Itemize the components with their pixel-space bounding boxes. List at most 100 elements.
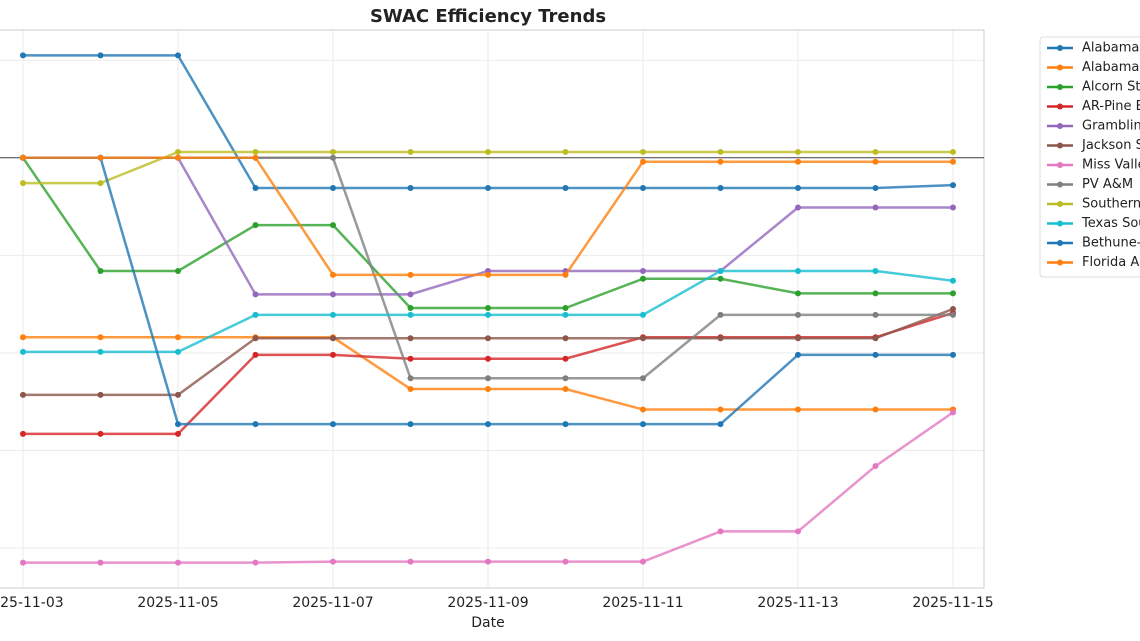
- data-point: [795, 204, 801, 211]
- data-point: [562, 355, 569, 362]
- data-point: [872, 311, 879, 318]
- legend-label: AR-Pine B: [1082, 99, 1140, 114]
- data-point: [872, 204, 879, 211]
- data-point: [872, 185, 879, 192]
- data-point: [640, 267, 646, 274]
- data-point: [950, 182, 956, 189]
- data-point: [175, 334, 181, 341]
- data-point: [640, 421, 646, 428]
- legend-label: Texas Sou: [1081, 216, 1140, 231]
- data-point: [872, 335, 879, 342]
- x-tick-label: 2025-11-11: [602, 595, 683, 611]
- data-point: [175, 391, 181, 398]
- data-point: [562, 271, 569, 278]
- data-point: [562, 375, 569, 382]
- data-point: [252, 559, 259, 566]
- data-point: [407, 185, 414, 192]
- legend-box: [1039, 36, 1140, 278]
- data-point: [407, 375, 414, 382]
- data-point: [20, 334, 26, 341]
- data-point: [485, 355, 491, 362]
- data-point: [330, 222, 336, 229]
- data-point: [20, 52, 26, 59]
- data-point: [330, 185, 336, 192]
- data-point: [407, 271, 414, 278]
- data-point: [97, 391, 104, 398]
- data-point: [485, 271, 491, 278]
- data-point: [330, 154, 336, 161]
- data-point: [175, 148, 181, 155]
- x-axis-label: Date: [471, 615, 504, 631]
- legend-label: Alcorn St: [1082, 80, 1140, 95]
- data-point: [97, 559, 104, 566]
- data-point: [640, 311, 646, 318]
- data-point: [717, 158, 724, 165]
- data-point: [97, 334, 104, 341]
- data-point: [485, 148, 491, 155]
- data-point: [640, 275, 646, 282]
- legend-marker: [1057, 181, 1063, 188]
- data-point: [795, 406, 801, 413]
- legend-marker: [1057, 45, 1063, 51]
- data-point: [20, 348, 26, 355]
- data-point: [252, 351, 259, 358]
- data-point: [175, 52, 181, 59]
- legend-marker: [1057, 259, 1063, 266]
- chart-title: SWAC Efficiency Trends: [370, 6, 606, 27]
- data-point: [717, 275, 724, 282]
- data-point: [407, 355, 414, 362]
- legend-label: Alabama: [1082, 60, 1139, 75]
- data-point: [950, 306, 956, 312]
- x-tick-label: 2025-11-13: [757, 595, 838, 611]
- x-tick-label: 2025-11-09: [447, 595, 528, 611]
- data-point: [872, 267, 879, 274]
- legend-marker: [1057, 123, 1063, 129]
- data-point: [872, 463, 879, 470]
- data-point: [872, 148, 879, 155]
- data-point: [562, 305, 569, 312]
- data-point: [97, 154, 104, 161]
- data-point: [562, 311, 569, 318]
- legend-label: Florida A: [1082, 255, 1139, 270]
- data-point: [252, 185, 259, 192]
- data-point: [640, 185, 646, 192]
- data-point: [20, 180, 26, 187]
- data-point: [97, 348, 104, 355]
- data-point: [640, 335, 646, 342]
- x-tick-label: 2025-11-15: [912, 595, 993, 611]
- data-point: [407, 335, 414, 342]
- data-point: [562, 185, 569, 192]
- data-point: [252, 148, 259, 155]
- data-point: [640, 148, 646, 155]
- data-point: [950, 351, 956, 358]
- data-point: [795, 351, 801, 358]
- data-point: [97, 430, 104, 437]
- data-point: [97, 52, 104, 59]
- data-point: [407, 558, 414, 565]
- data-point: [175, 154, 181, 161]
- data-point: [330, 351, 336, 358]
- legend-marker: [1057, 162, 1063, 168]
- data-point: [717, 311, 724, 318]
- data-point: [175, 348, 181, 355]
- data-point: [950, 158, 956, 165]
- data-point: [717, 335, 724, 342]
- data-point: [330, 148, 336, 155]
- data-point: [485, 421, 491, 428]
- data-point: [20, 559, 26, 566]
- data-point: [175, 267, 181, 274]
- data-point: [97, 180, 104, 187]
- data-point: [330, 335, 336, 342]
- data-point: [717, 528, 724, 535]
- legend-marker: [1057, 240, 1063, 246]
- data-point: [950, 204, 956, 211]
- data-point: [175, 430, 181, 437]
- data-point: [950, 148, 956, 155]
- data-point: [407, 421, 414, 428]
- data-point: [252, 335, 259, 342]
- legend-marker: [1057, 64, 1063, 71]
- legend-label: Bethune-: [1082, 236, 1140, 251]
- data-point: [252, 421, 259, 428]
- data-point: [485, 558, 491, 565]
- data-point: [562, 335, 569, 342]
